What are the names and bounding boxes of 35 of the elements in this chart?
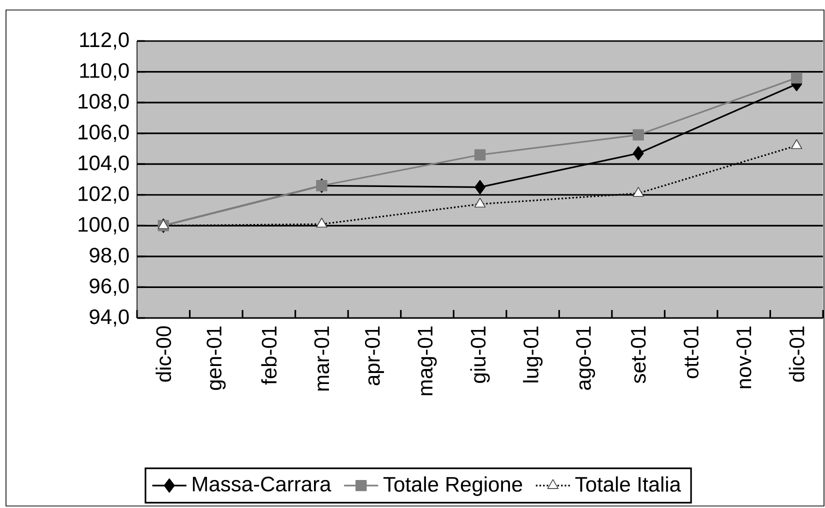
x-tick-label: set-01	[630, 326, 646, 384]
x-tick-label: ago-01	[576, 326, 596, 390]
point	[474, 180, 486, 194]
point	[632, 186, 644, 197]
y-tick-label: 106,0	[78, 124, 129, 142]
x-tick-label: giu-01	[470, 326, 490, 383]
point	[632, 146, 644, 161]
legend-label: Totale Regione	[383, 476, 522, 496]
x-tick-label: nov-01	[736, 326, 752, 388]
y-tick-label: 94,0	[90, 309, 129, 327]
y-tick-label: 108,0	[78, 94, 129, 112]
y-tick-label: 100,0	[78, 217, 129, 234]
y-tick-label: 112,0	[80, 32, 129, 50]
point	[474, 198, 486, 208]
x-tick-label: dic-01	[788, 326, 804, 382]
x-tick-label: dic-00	[156, 326, 172, 382]
y-tick-label: 110,0	[80, 63, 129, 80]
y-tick-label: 98,0	[90, 248, 129, 266]
point	[632, 129, 644, 140]
point	[474, 149, 486, 160]
point	[791, 72, 802, 84]
y-tick-label: 104,0	[78, 155, 129, 173]
x-tick-label: apr-01	[364, 326, 384, 386]
x-tick-label: mar-01	[314, 326, 330, 391]
legend-label: Massa-Carrara	[192, 476, 332, 492]
point	[791, 139, 802, 150]
legend-label: Totale Italia	[575, 476, 682, 492]
x-tick-label: ott-01	[684, 326, 699, 378]
point	[316, 218, 328, 228]
x-tick-label: feb-01	[261, 326, 277, 385]
x-tick-label: mag-01	[418, 326, 437, 396]
y-tick-label: 96,0	[90, 278, 129, 296]
x-tick-label: lug-01	[522, 326, 543, 382]
y-tick-label: 102,0	[78, 186, 129, 204]
x-tick-label: gen-01	[206, 326, 226, 390]
